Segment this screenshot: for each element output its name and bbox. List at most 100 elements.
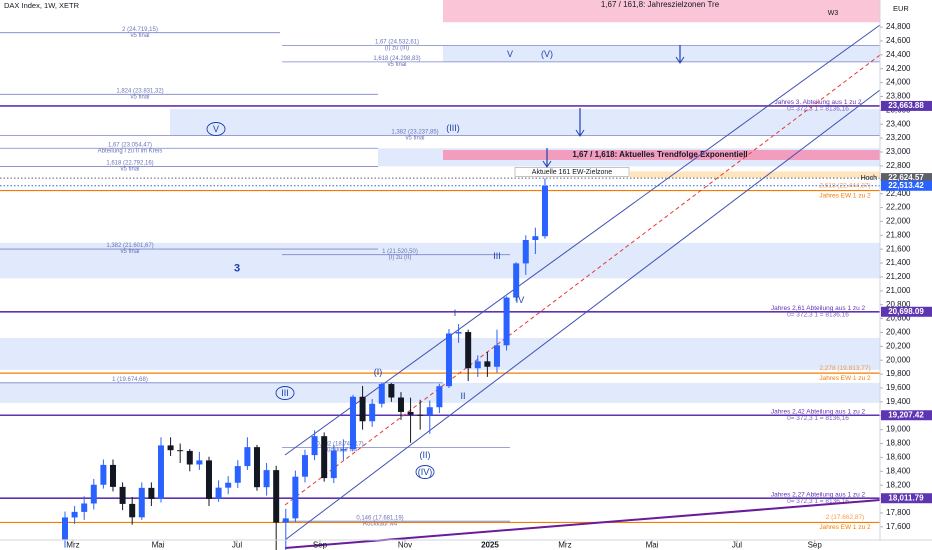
- candle-body: [340, 449, 347, 451]
- candle-body: [301, 455, 308, 477]
- y-tick-label: 17,600: [886, 522, 911, 531]
- price-tag: [881, 173, 932, 184]
- year-label: 0= 372,3 1 = 8136,16: [787, 498, 849, 505]
- candle-body: [359, 396, 366, 422]
- x-tick-label: Sep: [313, 541, 328, 550]
- candle-body: [397, 397, 404, 412]
- wave-circle: [415, 465, 435, 479]
- fib-label: Rückkauf w4: [363, 521, 398, 527]
- candle-body: [282, 518, 289, 523]
- zone: [170, 108, 880, 136]
- y-tick-label: 21,200: [886, 272, 911, 281]
- y-tick-label: 24,400: [886, 50, 911, 59]
- candle-body: [369, 403, 376, 422]
- candle-body: [311, 436, 318, 456]
- candle-body: [177, 450, 184, 452]
- x-tick-label: Mrz: [558, 541, 571, 550]
- candle-body: [205, 460, 212, 499]
- y-tick-label: 24,600: [886, 36, 911, 45]
- ew-label: 2 (17.662,87): [826, 514, 865, 521]
- ew-label: Jahres EW 1 zu 2: [819, 375, 871, 382]
- y-tick-label: 18,200: [886, 480, 911, 489]
- price-tags: 23,663.88 20,698.09 19,207.42 18,011.79 22,6…: [861, 100, 932, 504]
- y-tick-label: 19,800: [886, 369, 911, 378]
- price-tag: [881, 100, 932, 111]
- y-tick-label: 24,200: [886, 64, 911, 73]
- y-tick-label: 18,600: [886, 453, 911, 462]
- zone: [630, 171, 880, 178]
- wave-label: II: [460, 391, 465, 401]
- ew-label: Jahres EW 1 zu 2: [819, 524, 871, 531]
- candle-body: [196, 460, 203, 465]
- y-tick-label: 20,400: [886, 328, 911, 337]
- candle-body: [522, 240, 529, 264]
- y-tick-label: 21,400: [886, 258, 911, 267]
- y-tick-label: 17,800: [886, 508, 911, 517]
- fib-label: 1,67 (24.532,61): [375, 40, 419, 46]
- candle-body: [378, 384, 385, 404]
- wave-label: III: [281, 388, 289, 398]
- candle-body: [225, 482, 232, 488]
- currency: EUR: [893, 4, 909, 13]
- wave-label: V: [213, 124, 219, 134]
- year-label: Jahres 2,27 Abteilung aus 1 zu 2: [771, 491, 866, 498]
- y-tick-label: 23,400: [886, 119, 911, 128]
- candle-body: [109, 464, 116, 487]
- fib-label: 1,618 (24.298,83): [373, 56, 420, 62]
- zone-label: Aktuelle 161 EW-Zielzone: [532, 169, 613, 176]
- wave-label: (II): [420, 450, 431, 460]
- candle-body: [138, 487, 145, 518]
- price-tag: [881, 306, 932, 317]
- zone: [443, 0, 880, 23]
- y-tick-label: 24,800: [886, 22, 911, 31]
- fib-label: 0,382 (18.742,17): [316, 442, 363, 448]
- wave-circle: [275, 386, 295, 400]
- wave-label: (V): [541, 49, 553, 59]
- wave-circle: [206, 122, 226, 136]
- price-tag-note: Hoch: [861, 175, 877, 182]
- y-tick-label: 20,200: [886, 341, 911, 350]
- price-tag: [881, 180, 932, 191]
- wave-label: V: [507, 49, 513, 59]
- arrow-head: [675, 56, 685, 64]
- y-tick-label: 18,400: [886, 466, 911, 475]
- year-label: 0= 372,3 1 = 8136,16: [787, 415, 849, 422]
- y-tick-label: 18,800: [886, 439, 911, 448]
- price-tag-label: 18,011.79: [888, 493, 924, 502]
- candle-body: [465, 332, 472, 369]
- candle-body: [292, 476, 299, 519]
- fib-label: Rückkauf w4: [323, 448, 358, 454]
- price-tag-label: 23,663.88: [888, 101, 924, 110]
- price-tag-label: 20,698.09: [888, 307, 924, 316]
- wave-label: (IV): [418, 467, 433, 477]
- zones: 1,67 / 161,8: Jahreszielzonen Tre W3 1,67 …: [0, 0, 880, 403]
- year-label: 0= 372,3 1 = 8136,16: [787, 311, 849, 318]
- candle-body: [532, 236, 539, 241]
- x-tick-label: Mai: [152, 541, 165, 550]
- y-tick-label: 20,800: [886, 300, 911, 309]
- wave-label: III: [493, 251, 501, 261]
- candle-body: [253, 447, 260, 488]
- fib-label: 1,824 (23.831,32): [116, 88, 163, 94]
- fib-label: (I) zu (III): [385, 46, 409, 52]
- candle-body: [129, 503, 136, 518]
- fib-label: 1,67 (23.054,47): [108, 142, 152, 148]
- candle-body: [234, 466, 241, 483]
- zone-label-box: [514, 167, 630, 177]
- price-tag: [881, 410, 932, 421]
- price-tag-label: 22,513.42: [888, 181, 924, 190]
- fib-label: 1 (21.520,50): [382, 249, 418, 255]
- trend-line: [284, 24, 881, 456]
- candle-body: [503, 297, 510, 346]
- symbol-title: DAX Index, 1W, XETR: [4, 1, 80, 10]
- price-tag-label: 19,207.42: [888, 410, 924, 419]
- zone: [443, 149, 880, 160]
- candle-body: [167, 445, 174, 451]
- y-tick-label: 20,600: [886, 314, 911, 323]
- candle-body: [474, 361, 481, 369]
- fib-label: v5 final: [120, 167, 139, 173]
- candle-body: [407, 411, 414, 415]
- candle-body: [513, 263, 520, 298]
